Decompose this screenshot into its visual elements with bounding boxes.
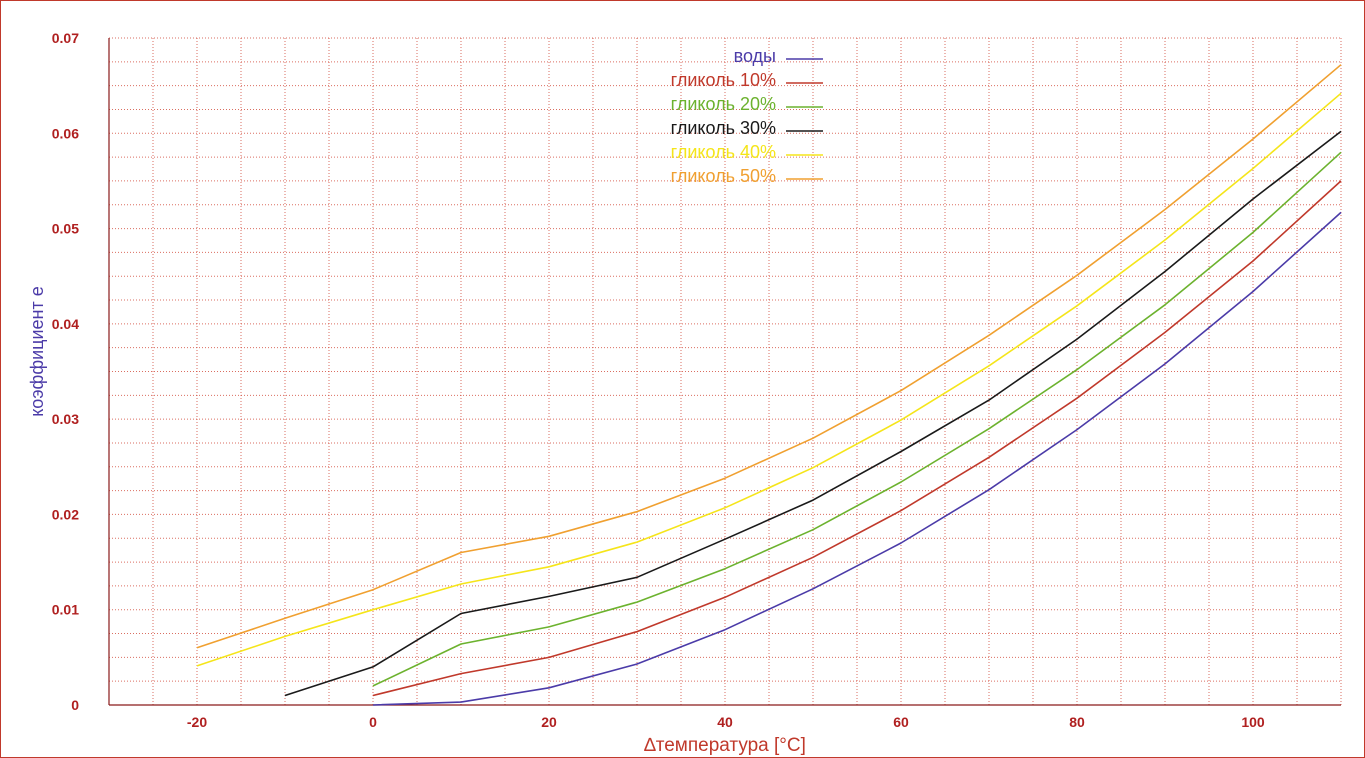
x-tick-label: 80 [1069,714,1085,730]
x-tick-label: 0 [369,714,377,730]
legend-label: гликоль 30% [671,118,776,138]
y-tick-label: 0 [71,697,79,713]
y-tick-label: 0.06 [52,125,79,141]
series-line-2 [372,180,1342,697]
x-tick-label: -20 [187,714,207,730]
x-tick-label: 60 [893,714,909,730]
y-tick-label: 0.05 [52,221,79,237]
series-line-6 [196,64,1342,649]
y-tick-label: 0.03 [52,411,79,427]
legend-label: гликоль 40% [671,142,776,162]
series-line-3 [372,151,1342,687]
x-tick-label: 20 [541,714,557,730]
x-tick-label: 40 [717,714,733,730]
x-axis-label: ∆температура [°C] [644,735,806,756]
y-tick-label: 0.04 [52,316,79,332]
legend-label: гликоль 10% [671,70,776,90]
series-line-4 [284,130,1342,697]
y-axis-label: коэффициент e [27,286,47,417]
series-line-5 [196,92,1342,667]
series-line-1 [372,211,1342,706]
y-tick-label: 0.07 [52,30,79,46]
legend-label: гликоль 50% [671,166,776,186]
y-tick-label: 0.01 [52,602,79,618]
legend-label: гликоль 20% [671,94,776,114]
x-tick-label: 100 [1241,714,1265,730]
y-tick-label: 0.02 [52,506,79,522]
legend-label: воды [734,46,776,66]
